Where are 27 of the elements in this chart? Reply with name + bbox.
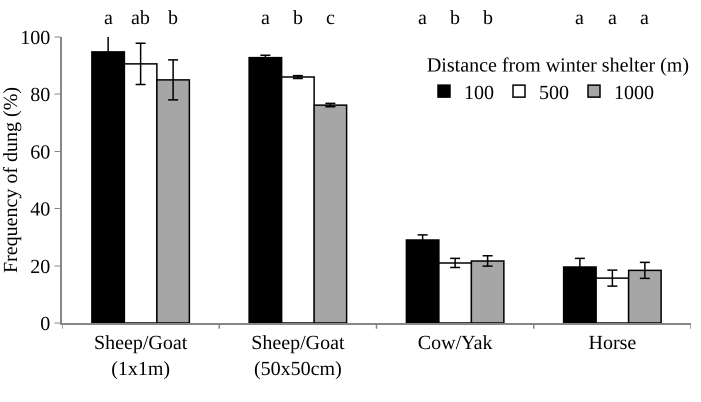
x-tick-label: Horse (588, 332, 636, 354)
x-tick-label: Sheep/Goat (50x50cm) (251, 332, 345, 380)
y-tick-label: 100 (20, 27, 50, 49)
x-tick-label: Cow/Yak (418, 332, 492, 354)
text: a (575, 7, 584, 29)
text: a (418, 7, 427, 29)
legend-title: Distance from winter shelter (m) (426, 54, 689, 77)
y-tick-label: 60 (30, 141, 50, 164)
text: a (104, 7, 113, 29)
text: c (326, 7, 335, 29)
y-tick-label: 20 (30, 256, 50, 278)
y-tick-label: 80 (30, 84, 50, 106)
text: b (483, 7, 493, 29)
text: b (450, 7, 460, 29)
text: a (261, 7, 270, 29)
text: b (168, 7, 178, 29)
legend-label: 1000 (614, 82, 654, 104)
y-tick-label: 40 (30, 198, 50, 221)
text: a (608, 7, 617, 29)
y-tick-label: 0 (40, 313, 50, 335)
text: a (640, 7, 649, 29)
y-axis-title: Frequency of dung (%) (0, 86, 22, 274)
x-tick-label: Sheep/Goat (1x1m) (94, 332, 188, 380)
text: b (293, 7, 303, 29)
legend-label: 500 (539, 82, 569, 104)
legend-label: 100 (464, 82, 494, 104)
text: ab (131, 7, 150, 29)
